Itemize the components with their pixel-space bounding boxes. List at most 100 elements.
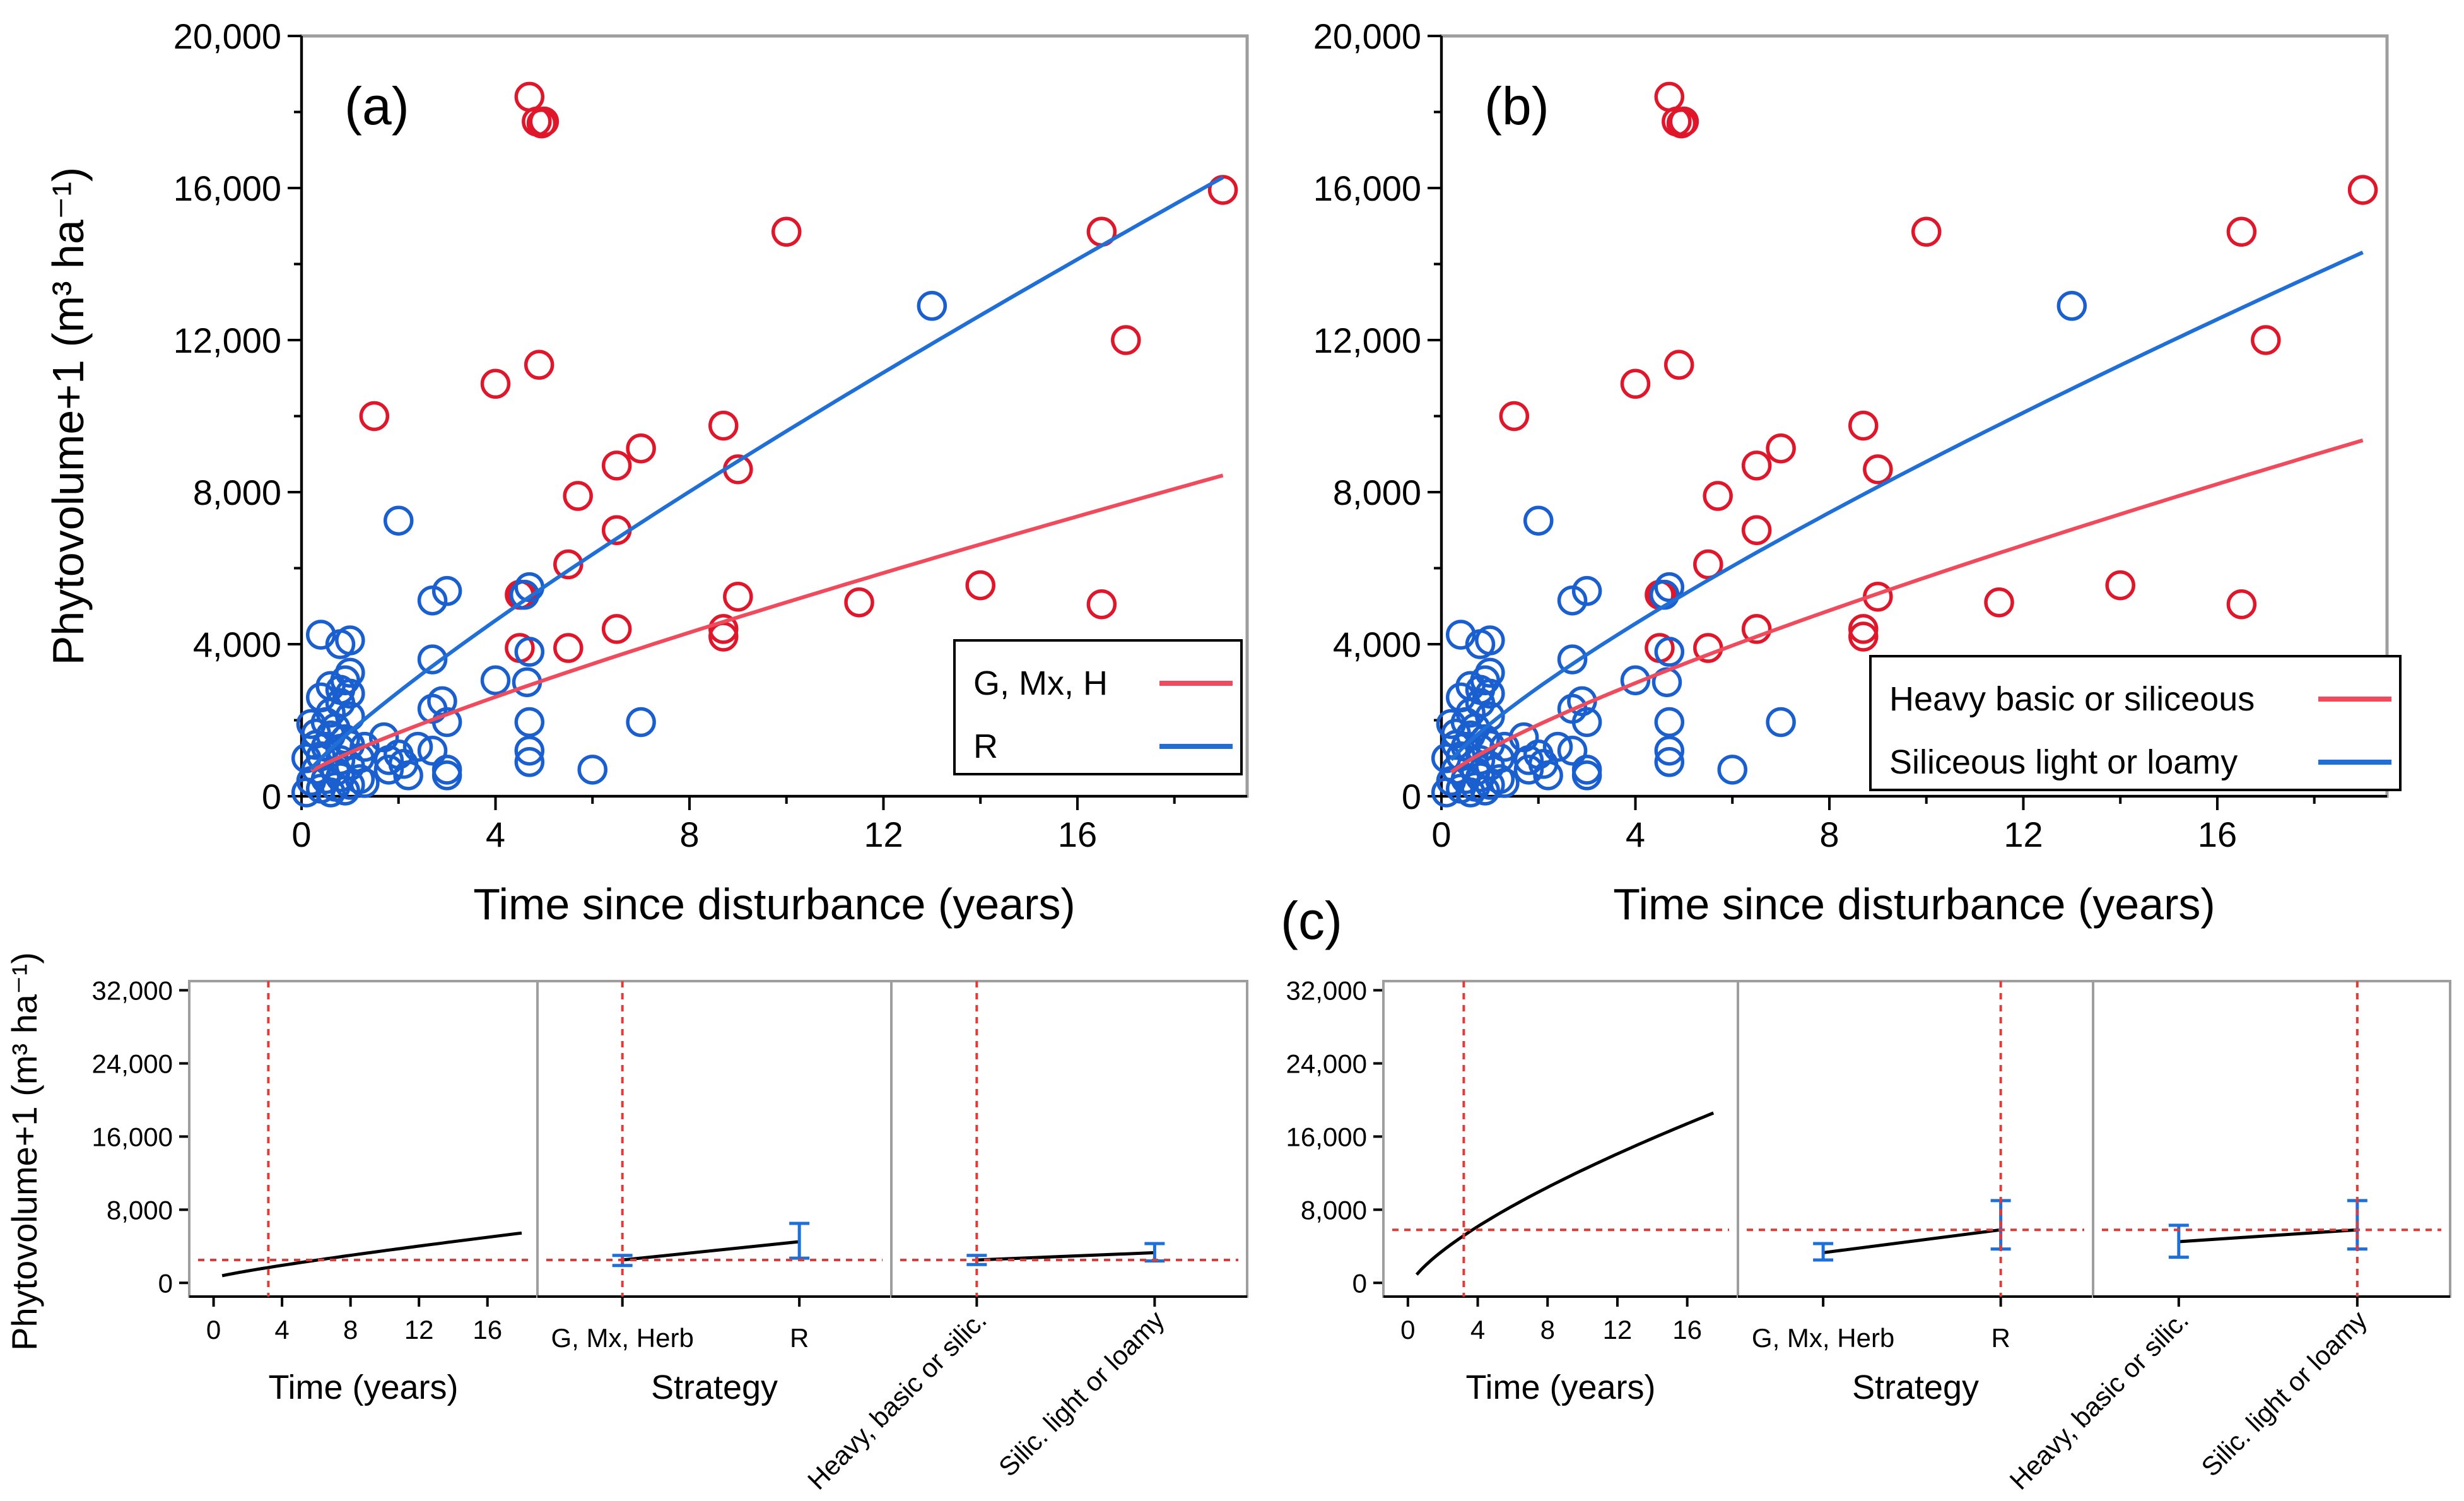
- data-point-blue: [431, 707, 462, 738]
- data-point-red: [2347, 175, 2378, 205]
- profile-curve: [1415, 1111, 1715, 1276]
- y-tick-label: 12,000: [1313, 321, 1421, 360]
- y-tick-label: 24,000: [92, 1049, 173, 1078]
- data-point-blue: [402, 731, 433, 762]
- legend-label: Siliceous light or loamy: [1889, 743, 2238, 781]
- data-point-red: [723, 581, 753, 612]
- data-point-red: [1693, 549, 1723, 580]
- data-point-blue: [1717, 755, 1747, 785]
- y-tick-label: 20,000: [173, 16, 281, 56]
- data-point-red: [1207, 175, 1238, 205]
- y-tick-label: 4,000: [193, 625, 281, 664]
- y-tick-label: 16,000: [1313, 168, 1421, 208]
- data-point-red: [771, 216, 802, 247]
- profiler-frame: [2092, 980, 2451, 1298]
- chart-panel-b: 0 4,000 8,000 12,000 16,000 20,000 0 4 8 12 16 Time…: [1313, 16, 2402, 929]
- x-tick-label: 8: [343, 1315, 358, 1345]
- data-point-blue: [417, 644, 448, 674]
- fit-line-red: [1450, 439, 2364, 774]
- x-tick-label: 0: [206, 1315, 221, 1345]
- data-point-blue: [1533, 760, 1563, 791]
- x-category-label: Heavy, basic or silic.: [2004, 1305, 2195, 1495]
- error-bar: [789, 1221, 810, 1260]
- x-tick-label: 12: [864, 815, 903, 854]
- data-point-red: [1741, 614, 1772, 644]
- profiler-box-2: G, Mx, Herb R Strategy: [1737, 980, 2094, 1406]
- data-point-blue: [291, 777, 322, 808]
- y-axis-label: Phytovolume+1 (m³ ha⁻¹): [44, 167, 93, 666]
- data-point-blue: [917, 291, 947, 321]
- x-category-label: Silic. light or loamy: [993, 1305, 1170, 1482]
- x-tick-label: 0: [291, 815, 311, 854]
- chart-panel-a: 0 4,000 8,000 12,000 16,000 20,000 0 4 8 12 16 Time…: [44, 16, 1249, 929]
- x-tick-label: 12: [1603, 1315, 1633, 1345]
- data-point-blue: [1654, 735, 1685, 766]
- legend: Heavy basic or siliceous Siliceous light …: [1869, 655, 2402, 791]
- data-point-red: [526, 108, 557, 139]
- data-point-red: [601, 614, 632, 644]
- y-tick-label: 16,000: [1286, 1122, 1367, 1151]
- x-category-label: G, Mx, Herb: [551, 1323, 693, 1353]
- data-point-blue: [1475, 678, 1505, 709]
- profiler-right: 0 8,000 16,000 24,000 32,000 (c) 0 4 8 12 16 Time (…: [1281, 891, 2451, 1495]
- data-point-blue: [1557, 735, 1588, 766]
- y-tick-label: 24,000: [1286, 1049, 1367, 1078]
- data-point-red: [1086, 589, 1117, 620]
- data-point-blue: [514, 707, 545, 738]
- x-axis-label: Strategy: [651, 1369, 778, 1406]
- y-tick-label: 16,000: [92, 1122, 173, 1151]
- data-point-blue: [1470, 775, 1500, 806]
- x-axis-label: Strategy: [1852, 1369, 1979, 1406]
- x-tick-label: 12: [2003, 815, 2043, 854]
- data-point-blue: [1571, 707, 1602, 738]
- data-point-blue: [1557, 644, 1588, 674]
- data-point-red: [1654, 81, 1685, 112]
- y-tick-label: 32,000: [1286, 975, 1367, 1005]
- data-point-red: [1911, 216, 1942, 247]
- x-tick-label: 8: [679, 815, 699, 854]
- legend-box: [953, 639, 1243, 775]
- profile-line: [622, 1240, 800, 1262]
- data-point-blue: [335, 625, 365, 656]
- data-point-blue: [1557, 585, 1588, 616]
- data-point-red: [626, 433, 656, 464]
- data-point-blue: [330, 775, 360, 806]
- y-tick-label: 4,000: [1333, 625, 1421, 664]
- profile-line: [977, 1251, 1155, 1262]
- data-point-red: [2251, 325, 2281, 355]
- x-tick-label: 4: [1626, 815, 1645, 854]
- data-point-blue: [480, 665, 511, 695]
- x-tick-label: 4: [1470, 1315, 1485, 1345]
- x-tick-label: 8: [1540, 1315, 1555, 1345]
- data-point-red: [965, 570, 995, 601]
- y-tick-label: 16,000: [173, 168, 281, 208]
- data-point-blue: [368, 722, 399, 753]
- data-point-red: [844, 587, 874, 618]
- y-tick-label: 8,000: [107, 1195, 173, 1225]
- data-point-blue: [514, 735, 545, 766]
- data-point-blue: [1523, 505, 1554, 536]
- error-bar: [1813, 1242, 1834, 1262]
- fit-line-blue: [310, 175, 1224, 770]
- legend-label: R: [973, 727, 998, 765]
- data-point-blue: [335, 678, 365, 709]
- profile-line: [2178, 1228, 2358, 1244]
- data-point-red: [1984, 587, 2014, 618]
- data-point-blue: [1654, 637, 1685, 667]
- data-point-red: [708, 410, 739, 441]
- data-point-blue: [305, 620, 336, 650]
- data-point-blue: [1766, 707, 1796, 738]
- data-point-blue: [1489, 768, 1520, 798]
- data-point-red: [601, 450, 632, 481]
- profile-curve: [221, 1231, 522, 1278]
- data-point-blue: [577, 755, 607, 785]
- data-point-blue: [514, 637, 545, 667]
- profiler-box-3: Heavy, basic or silic. Silic. light or lo…: [802, 980, 1248, 1495]
- data-point-blue: [1455, 777, 1486, 808]
- data-point-red: [2226, 589, 2257, 620]
- data-point-red: [1499, 401, 1530, 432]
- data-point-red: [1766, 433, 1796, 464]
- data-point-blue: [1654, 747, 1685, 777]
- profiler-box-1: 0 4 8 12 16 Time (years): [1382, 980, 1739, 1406]
- data-point-blue: [1620, 665, 1651, 695]
